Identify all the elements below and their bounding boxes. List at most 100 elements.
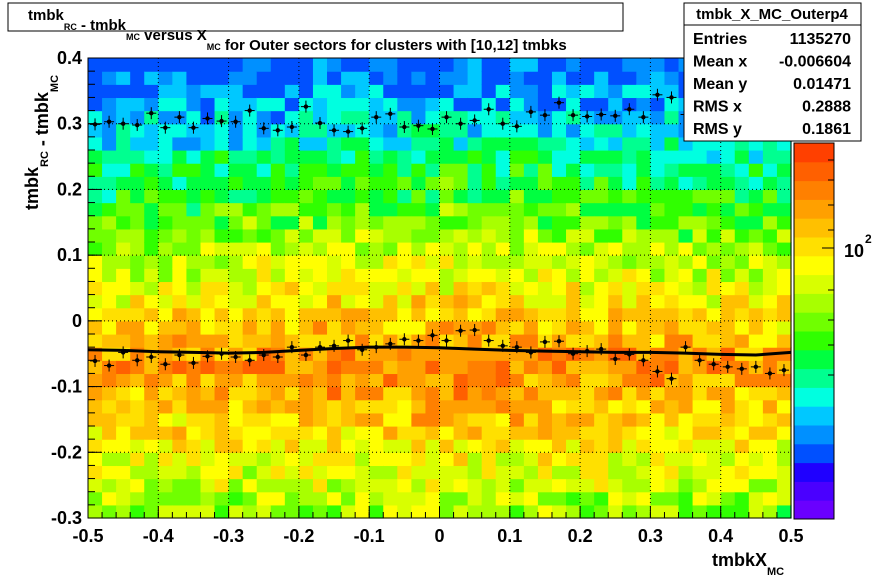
heatmap-cell	[425, 136, 441, 151]
heatmap-cell	[284, 412, 300, 427]
heatmap-cell	[439, 373, 455, 388]
data-point	[525, 346, 536, 359]
heatmap-cell	[270, 97, 286, 112]
heatmap-cell	[495, 136, 511, 151]
heatmap-cell	[439, 163, 455, 177]
y-tick-label: -0.3	[51, 508, 82, 528]
heatmap-cell	[200, 176, 216, 191]
heatmap-cell	[186, 281, 202, 296]
heatmap-cell	[425, 386, 441, 401]
heatmap-cell	[776, 281, 792, 296]
heatmap-cell	[298, 84, 314, 99]
heatmap-cell	[650, 334, 666, 348]
heatmap-cell	[158, 215, 173, 230]
heatmap-cell	[144, 58, 159, 72]
heatmap-cell	[720, 150, 736, 164]
heatmap-cell	[116, 84, 131, 99]
heatmap-cell	[355, 399, 370, 414]
heatmap-cell	[481, 110, 497, 125]
heatmap-cell	[144, 452, 159, 467]
marker	[289, 124, 295, 130]
heatmap-cell	[172, 504, 188, 519]
heatmap-cell	[664, 215, 680, 230]
heatmap-cell	[566, 228, 581, 243]
heatmap-cell	[650, 110, 666, 125]
heatmap-cell	[355, 136, 370, 151]
heatmap-cell	[734, 320, 750, 335]
heatmap-cell	[228, 320, 244, 335]
heatmap-cell	[341, 504, 356, 519]
heatmap-cell	[523, 373, 539, 388]
heatmap-cell	[636, 386, 651, 401]
heatmap-cell	[551, 399, 567, 414]
colorbar-segment	[794, 349, 834, 370]
heatmap-cell	[172, 452, 188, 467]
heatmap-cell	[636, 412, 651, 427]
heatmap-cell	[341, 202, 356, 217]
heatmap-cell	[706, 307, 722, 322]
heatmap-cell	[256, 281, 272, 296]
heatmap-cell	[355, 202, 370, 217]
heatmap-cell	[130, 439, 145, 453]
marker	[444, 338, 449, 343]
heatmap-cell	[537, 399, 553, 414]
heatmap-cell	[397, 347, 412, 361]
heatmap-cell	[383, 439, 398, 453]
x-tick-label: 0.3	[638, 526, 663, 546]
heatmap-cell	[594, 439, 609, 453]
heatmap-cell	[383, 255, 398, 269]
heatmap-cell	[551, 504, 567, 519]
heatmap-cell	[341, 281, 356, 296]
heatmap-cell	[523, 491, 539, 506]
heatmap-cell	[566, 58, 581, 72]
heatmap-cell	[172, 478, 188, 493]
marker	[781, 367, 787, 373]
heatmap-cell	[453, 136, 469, 151]
heatmap-cell	[242, 399, 258, 414]
heatmap-cell	[256, 320, 272, 335]
heatmap-cell	[327, 242, 342, 256]
heatmap-cell	[355, 386, 370, 401]
heatmap-cell	[523, 71, 539, 85]
heatmap-cell	[327, 465, 342, 480]
heatmap-cell	[186, 294, 202, 309]
heatmap-cell	[270, 58, 286, 72]
heatmap-cell	[537, 347, 553, 361]
marker	[416, 338, 421, 343]
heatmap-cell	[481, 281, 497, 296]
marker	[106, 363, 112, 368]
heatmap-cell	[608, 163, 623, 177]
heatmap-cell	[467, 268, 483, 283]
heatmap-cell	[762, 268, 778, 283]
stats-value: 0.01471	[793, 76, 851, 93]
heatmap-cell	[650, 373, 666, 388]
heatmap-cell	[228, 478, 244, 493]
heatmap-cell	[537, 386, 553, 401]
heatmap-cell	[594, 373, 609, 388]
heatmap-cell	[200, 189, 216, 204]
heatmap-cell	[270, 189, 286, 204]
heatmap-cell	[425, 228, 441, 243]
colorbar-segment	[794, 293, 834, 313]
heatmap-cell	[186, 504, 202, 519]
heatmap-cell	[748, 202, 764, 217]
heatmap-cell	[341, 84, 356, 99]
heatmap-cell	[551, 136, 567, 151]
heatmap-cell	[509, 320, 525, 335]
heatmap-cell	[636, 71, 651, 85]
heatmap-cell	[495, 386, 511, 401]
heatmap-cell	[102, 58, 117, 72]
heatmap-cell	[158, 294, 173, 309]
fit-line	[87, 345, 792, 357]
heatmap-cell	[706, 504, 722, 519]
heatmap-cell	[720, 294, 736, 309]
heatmap-cell	[467, 360, 483, 375]
marker	[669, 376, 674, 381]
heatmap-cell	[242, 465, 258, 480]
stats-value: 0.1861	[802, 121, 851, 138]
heatmap-cell	[228, 268, 244, 283]
heatmap-cell	[425, 478, 441, 493]
heatmap-cell	[425, 150, 441, 164]
heatmap-cell	[172, 176, 188, 191]
heatmap-cell	[172, 163, 188, 177]
